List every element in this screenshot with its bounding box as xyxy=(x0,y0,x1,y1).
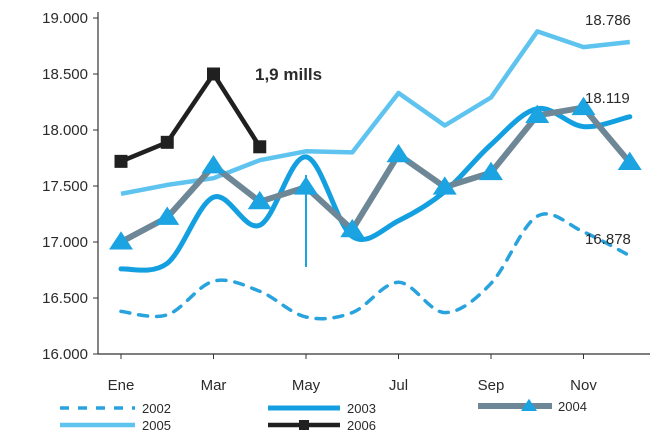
x-axis-ticks: Ene Mar May Jul Sep Nov xyxy=(108,354,597,394)
annotation-end-2003: 18.119 xyxy=(585,90,630,107)
y-tick-label: 16.000 xyxy=(42,346,88,363)
series-point-2004 xyxy=(479,161,503,181)
series-point-2004 xyxy=(525,104,550,123)
x-tick-label: Ene xyxy=(108,377,135,394)
annotation-end-2005: 18.786 xyxy=(585,12,631,29)
series-line-2004 xyxy=(119,104,633,245)
y-tick-label: 17.500 xyxy=(42,178,88,195)
series-line-2006 xyxy=(120,69,262,164)
legend-marker-2004 xyxy=(521,398,537,412)
x-tick-label: Nov xyxy=(570,377,597,394)
series-point-2006 xyxy=(207,67,220,81)
x-tick-label: Sep xyxy=(478,377,505,394)
y-axis-ticks: 16.000 16.500 17.000 17.500 18.000 18.500 19.0… xyxy=(42,10,98,363)
legend-item-2004: 2004 xyxy=(478,398,587,414)
legend-item-2002: 2002 xyxy=(60,401,171,416)
series-point-2004 xyxy=(201,155,226,174)
y-tick-label: 17.000 xyxy=(42,234,88,251)
legend-item-2003: 2003 xyxy=(268,401,376,416)
axes xyxy=(97,12,650,355)
legend-marker-2006 xyxy=(299,420,309,430)
series-point-2004 xyxy=(386,143,411,163)
series-point-2006 xyxy=(114,154,128,168)
series-point-2004 xyxy=(432,176,457,195)
y-tick-label: 18.500 xyxy=(42,66,88,83)
legend-item-2005: 2005 xyxy=(60,418,171,433)
legend-label-2006: 2006 xyxy=(347,418,376,433)
x-tick-label: Jul xyxy=(389,377,408,394)
series-point-2006 xyxy=(160,135,174,149)
series-2006 xyxy=(114,67,267,168)
legend-label-2002: 2002 xyxy=(142,401,171,416)
y-tick-label: 19.000 xyxy=(42,10,88,27)
series-line-2002 xyxy=(119,212,632,321)
legend: 2002 2003 2004 2005 2006 xyxy=(60,398,587,433)
series-point-2004 xyxy=(617,151,642,171)
series-point-2004 xyxy=(340,218,365,238)
series-line-2005 xyxy=(120,29,631,197)
x-tick-label: Mar xyxy=(201,377,227,394)
series-point-2004 xyxy=(155,206,180,225)
series-point-2004 xyxy=(109,231,133,250)
series-point-2006 xyxy=(253,140,267,154)
series-point-2004 xyxy=(571,96,596,116)
series-point-2004 xyxy=(247,190,272,210)
annotation-total: 1,9 mills xyxy=(255,65,322,84)
series-2004 xyxy=(109,96,642,250)
y-tick-label: 16.500 xyxy=(42,290,88,307)
legend-label-2003: 2003 xyxy=(347,401,376,416)
legend-label-2005: 2005 xyxy=(142,418,171,433)
legend-label-2004: 2004 xyxy=(558,399,587,414)
series-2002 xyxy=(119,212,632,321)
annotation-end-2002: 16.878 xyxy=(585,231,631,248)
x-tick-label: May xyxy=(292,377,321,394)
series-2005 xyxy=(120,29,631,197)
y-tick-label: 18.000 xyxy=(42,122,88,139)
series-lines xyxy=(109,29,642,321)
legend-item-2006: 2006 xyxy=(268,418,376,433)
